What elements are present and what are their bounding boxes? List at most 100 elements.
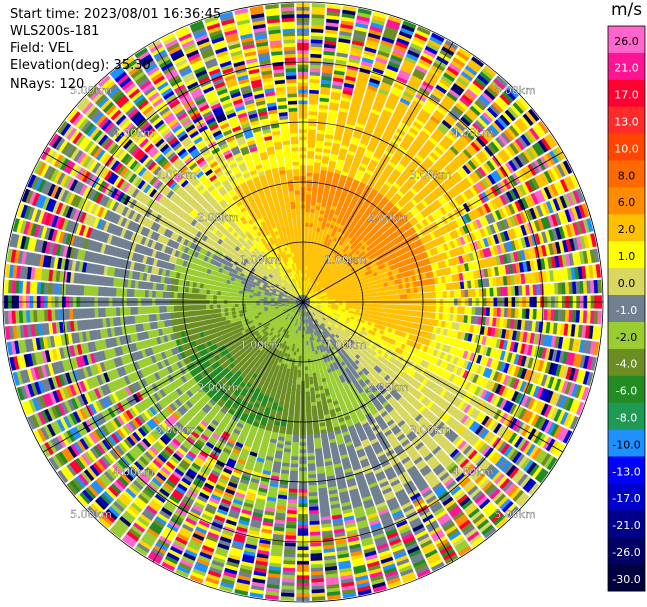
range-gate-cell (446, 290, 451, 298)
range-gate-cell (363, 293, 368, 298)
range-gate-cell (363, 296, 369, 301)
range-gate-cell (324, 299, 329, 302)
range-gate-cell (304, 326, 307, 331)
range-gate-cell (309, 67, 321, 73)
range-gate-cell (308, 229, 313, 235)
range-gate-cell (370, 288, 375, 294)
range-gate-cell (392, 289, 397, 295)
range-gate-cell (338, 302, 343, 306)
range-gate-cell (307, 466, 316, 472)
range-gate-cell (409, 287, 415, 294)
range-gate-cell (305, 211, 310, 217)
range-gate-cell (306, 438, 314, 443)
range-gate-cell (305, 204, 311, 209)
range-gate-cell (384, 308, 390, 314)
range-gate-cell (304, 251, 307, 256)
range-gate-cell (309, 347, 313, 353)
range-gate-cell (308, 344, 312, 349)
range-gate-cell (304, 254, 307, 260)
range-gate-cell (442, 306, 448, 313)
range-gate-cell (303, 272, 306, 278)
range-gate-cell (310, 208, 316, 213)
range-gate-cell (305, 200, 311, 206)
range-gate-cell (304, 344, 307, 350)
range-gate-cell (510, 308, 516, 318)
range-gate-cell (453, 306, 458, 314)
range-gate-cell (305, 208, 311, 213)
range-gate-cell (306, 258, 309, 263)
range-gate-cell (421, 305, 426, 312)
range-gate-cell (387, 15, 402, 24)
range-gate-cell (306, 161, 314, 166)
range-gate-cell (305, 262, 309, 267)
range-gate-cell (342, 296, 347, 299)
range-gate-cell (304, 369, 309, 375)
range-gate-cell (313, 219, 318, 225)
range-gate-cell (402, 288, 408, 294)
range-gate-cell (410, 305, 415, 311)
range-gate-cell (413, 287, 419, 294)
range-gate-cell (403, 294, 408, 300)
range-gate-cell (304, 240, 308, 245)
range-gate-cell (381, 304, 387, 309)
range-gate-cell (388, 290, 393, 296)
range-gate-cell (521, 285, 527, 296)
range-gate-cell (308, 484, 318, 490)
range-gate-cell (428, 305, 433, 312)
range-gate-cell (357, 8, 372, 15)
range-gate-cell (414, 305, 419, 311)
range-gate-cell (307, 333, 310, 338)
range-gate-cell (338, 298, 343, 302)
range-gate-cell (305, 405, 312, 411)
range-gate-cell (374, 296, 379, 301)
range-gate-cell (439, 305, 444, 313)
range-gate-cell (303, 269, 306, 274)
range-gate-cell (597, 310, 602, 325)
range-gate-cell (327, 3, 341, 10)
range-gate-cell (308, 369, 313, 375)
range-gate-cell (306, 416, 313, 421)
range-gate-cell (503, 286, 509, 297)
range-gate-cell (306, 430, 314, 436)
range-gate-cell (460, 306, 466, 315)
range-gate-cell (388, 308, 393, 314)
range-gate-cell (342, 298, 347, 302)
range-gate-cell (349, 305, 354, 309)
range-gate-cell (308, 373, 313, 378)
range-gate-cell (307, 147, 315, 152)
range-gate-cell (335, 299, 340, 302)
range-gate-cell (510, 286, 516, 296)
range-gate-cell (306, 420, 313, 425)
range-gate-cell (306, 427, 313, 432)
range-gate-cell (356, 297, 361, 301)
range-gate-cell (532, 284, 538, 296)
range-gate-cell (307, 129, 317, 134)
range-gate-cell (307, 154, 315, 159)
range-gate-cell (307, 136, 316, 141)
range-gate-cell (349, 303, 354, 306)
range-gate-cell (396, 304, 401, 310)
range-gate-cell (489, 307, 494, 317)
range-gate-cell (306, 168, 314, 174)
range-gate-cell (352, 308, 357, 312)
range-gate-cell (507, 286, 512, 296)
range-gate-cell (305, 398, 311, 404)
range-gate-cell (305, 387, 310, 393)
range-gate-cell (306, 247, 311, 253)
range-gate-cell (500, 307, 505, 318)
range-gate-cell (303, 262, 307, 267)
range-gate-cell (500, 286, 505, 297)
range-gate-cell (307, 463, 316, 468)
range-gate-cell (304, 348, 307, 353)
range-gate-cell (381, 308, 386, 313)
range-gate-cell (367, 296, 372, 301)
range-gate-cell (331, 297, 336, 300)
range-gate-cell (345, 295, 350, 299)
range-gate-cell (305, 197, 311, 202)
range-gate-cell (370, 303, 376, 308)
range-gate-cell (352, 294, 358, 299)
range-gate-cell (528, 284, 534, 296)
range-gate-cell (308, 100, 319, 105)
range-gate-cell (417, 305, 422, 312)
